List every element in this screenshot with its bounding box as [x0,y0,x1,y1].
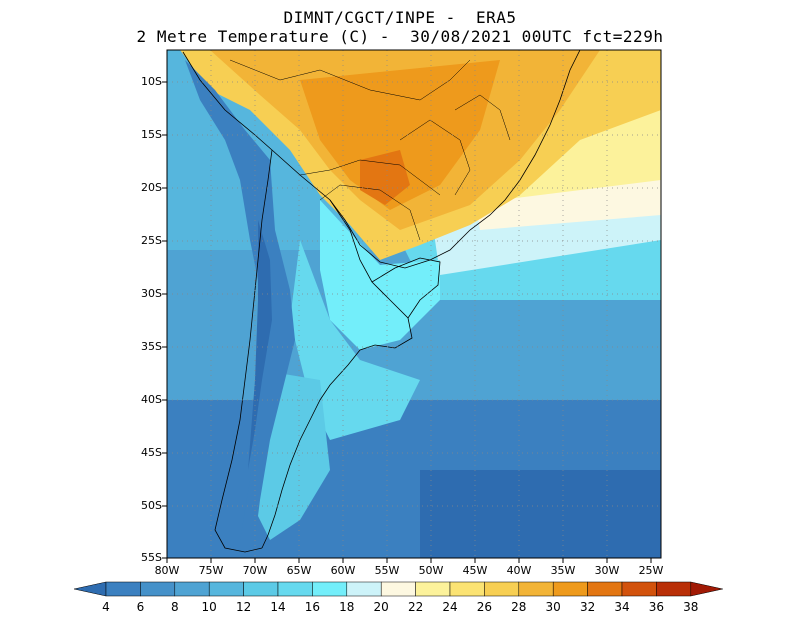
lon-label-65w: 65W [286,564,312,577]
map-frame [166,49,662,559]
colorbar-label: 24 [442,600,458,614]
colorbar-label: 8 [170,600,179,614]
colorbar-segment [552,581,588,597]
lat-label-35s: 35S [141,340,162,353]
lon-label-35w: 35W [550,564,576,577]
lat-label-10s: 10S [141,75,162,88]
colorbar-segment [277,581,313,597]
lon-label-70w: 70W [242,564,268,577]
colorbar-segment [449,581,485,597]
colorbar-label: 28 [511,600,527,614]
lat-label-15s: 15S [141,128,162,141]
colorbar-segment [105,581,141,597]
colorbar-arrow-low [73,581,107,597]
lon-label-55w: 55W [374,564,400,577]
colorbar-segment [380,581,416,597]
lat-label-55s: 55S [141,551,162,564]
lon-label-30w: 30W [594,564,620,577]
lon-label-50w: 50W [418,564,444,577]
axis-ticks [162,81,652,563]
colorbar-segment [140,581,176,597]
colorbar-label: 10 [201,600,217,614]
colorbar-segment [174,581,210,597]
colorbar-label: 4 [102,600,110,614]
lat-label-30s: 30S [141,287,162,300]
colorbar-segment [484,581,520,597]
map-title-line-2: 2 Metre Temperature (C) - 30/08/2021 00U… [136,27,664,46]
colorbar-arrow-high [690,581,723,597]
colorbar-segment [415,581,451,597]
temperature-field [167,50,661,558]
colorbar-segment [208,581,244,597]
lat-label-45s: 45S [141,446,162,459]
lon-label-25w: 25W [638,564,664,577]
colorbar-segments [73,581,723,597]
map-title-line-1: DIMNT/CGCT/INPE - ERA5 [283,8,517,27]
lon-label-75w: 75W [198,564,224,577]
colorbar-label: 12 [235,600,252,614]
colorbar-label: 36 [648,600,665,614]
colorbar-segment [621,581,657,597]
lon-label-40w: 40W [506,564,532,577]
lat-label-20s: 20S [141,181,162,194]
lon-label-45w: 45W [462,564,488,577]
political-borders [229,59,511,241]
colorbar-label: 38 [683,600,699,614]
colorbar-label: 26 [476,600,493,614]
colorbar-label: 22 [407,600,424,614]
colorbar-label: 32 [579,600,596,614]
lat-label-50s: 50S [141,499,162,512]
colorbar-label: 14 [270,600,286,614]
colorbar-segment [346,581,382,597]
colorbar-label: 30 [545,600,561,614]
colorbar-label: 34 [614,600,630,614]
colorbar-segment [587,581,623,597]
colorbar-segment [243,581,279,597]
colorbar-label: 20 [373,600,389,614]
colorbar-segment [656,581,692,597]
lon-label-80w: 80W [154,564,180,577]
lon-label-60w: 60W [330,564,356,577]
lat-label-25s: 25S [141,234,162,247]
colorbar-segment [312,581,348,597]
colorbar-segment [518,581,554,597]
lat-label-40s: 40S [141,393,162,406]
colorbar-label: 18 [339,600,355,614]
colorbar-label: 6 [136,600,145,614]
colorbar-label: 16 [304,600,321,614]
